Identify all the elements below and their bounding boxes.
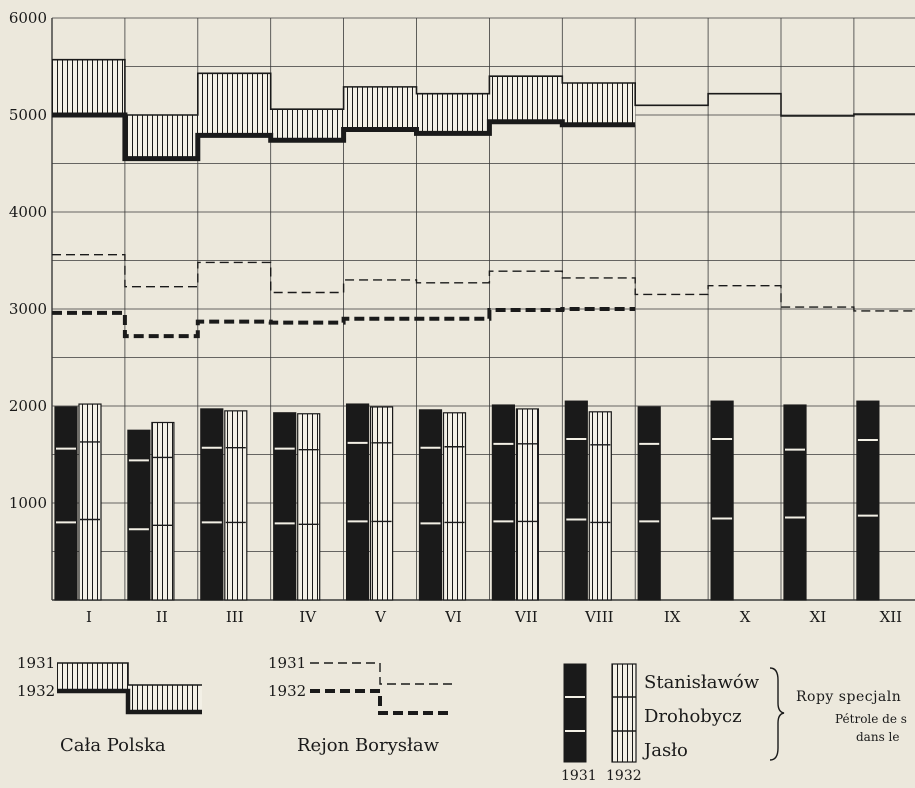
bar-1931 (491, 404, 515, 601)
legend-year-label: 1932 (268, 682, 306, 700)
y-tick-label: 4000 (9, 203, 47, 221)
legend-bar-1932-swatch (611, 663, 637, 763)
difference-band (343, 86, 417, 130)
line-cala-polska-1931 (52, 58, 915, 117)
legend-year-label: 1931 (17, 654, 55, 672)
legend-cala-polska-1932-line (57, 688, 202, 715)
bar-1932 (151, 421, 175, 601)
difference-band (197, 73, 271, 136)
line-rejon-boryslaw-1932 (52, 307, 636, 339)
legend-caption: Cała Polska (60, 735, 166, 756)
bar-1931 (127, 429, 151, 601)
difference-band (489, 76, 563, 122)
y-tick-label: 6000 (9, 9, 47, 27)
legend-bar-1931-swatch (563, 663, 587, 763)
legend-note: Ropy specjaln (796, 689, 901, 705)
x-tick-label: III (226, 608, 244, 626)
bar-1932 (78, 403, 102, 601)
x-tick-label: V (374, 608, 387, 626)
difference-band (52, 59, 125, 115)
legend-boryslaw-1931-line (310, 662, 452, 685)
legend-year-label: 1931 (268, 654, 306, 672)
legend-brace (769, 667, 785, 761)
difference-band (270, 109, 344, 141)
legend-note: Pétrole de s (835, 712, 907, 726)
y-tick-label: 3000 (9, 300, 47, 318)
x-tick-label: VIII (584, 608, 614, 626)
difference-band (562, 82, 636, 125)
bar-1932 (297, 413, 321, 601)
bar-1931 (637, 406, 661, 601)
difference-band (416, 93, 490, 134)
x-tick-label: X (740, 608, 751, 626)
bar-1932 (370, 406, 394, 601)
x-tick-label: XI (810, 608, 827, 626)
bar-1932 (442, 412, 467, 601)
legend-year-label: 1932 (17, 682, 55, 700)
line-rejon-boryslaw-1931 (52, 253, 915, 312)
x-tick-label: VI (444, 608, 462, 626)
line-cala-polska-1932 (52, 112, 636, 162)
bar-1931 (856, 400, 880, 601)
legend-item-label: Jasło (642, 740, 688, 761)
legend-band-swatch (128, 685, 202, 712)
bar-1931 (200, 408, 224, 601)
bar-1932 (588, 411, 612, 601)
legend-band-swatch (57, 663, 128, 691)
x-tick-label: IX (664, 608, 681, 626)
x-tick-label: IV (299, 608, 317, 626)
y-tick-label: 1000 (9, 494, 47, 512)
bars (54, 400, 880, 601)
bar-1931 (346, 403, 370, 601)
y-tick-label: 2000 (9, 397, 47, 415)
legend-cala-polska-1931-line (57, 662, 202, 686)
legend-caption: Rejon Borysław (297, 735, 440, 756)
x-tick-label: VII (514, 608, 538, 626)
legend: 1931 1932 Cała Polska 1931 1932 Rejon Borysła… (17, 654, 907, 784)
bar-1931 (783, 404, 807, 601)
x-tick-label: I (86, 608, 92, 626)
legend-year-label: 1931 (561, 768, 597, 784)
legend-year-label: 1932 (606, 768, 642, 784)
legend-note: dans le (856, 730, 899, 744)
x-tick-label: II (156, 608, 168, 626)
step-lines (52, 58, 915, 339)
difference-band (124, 115, 198, 159)
bar-1932 (224, 410, 248, 601)
bar-1931 (418, 409, 443, 601)
y-tick-label: 5000 (9, 106, 47, 124)
bar-1932 (515, 408, 540, 601)
bar-1931 (54, 406, 78, 601)
bar-1931 (564, 400, 588, 601)
legend-boryslaw-1932-line (310, 689, 452, 715)
legend-item-label: Drohobycz (644, 706, 742, 727)
bar-1931 (710, 400, 734, 601)
bar-1931 (273, 412, 297, 601)
x-tick-label: XII (880, 608, 903, 626)
legend-item-label: Stanisławów (644, 672, 760, 693)
